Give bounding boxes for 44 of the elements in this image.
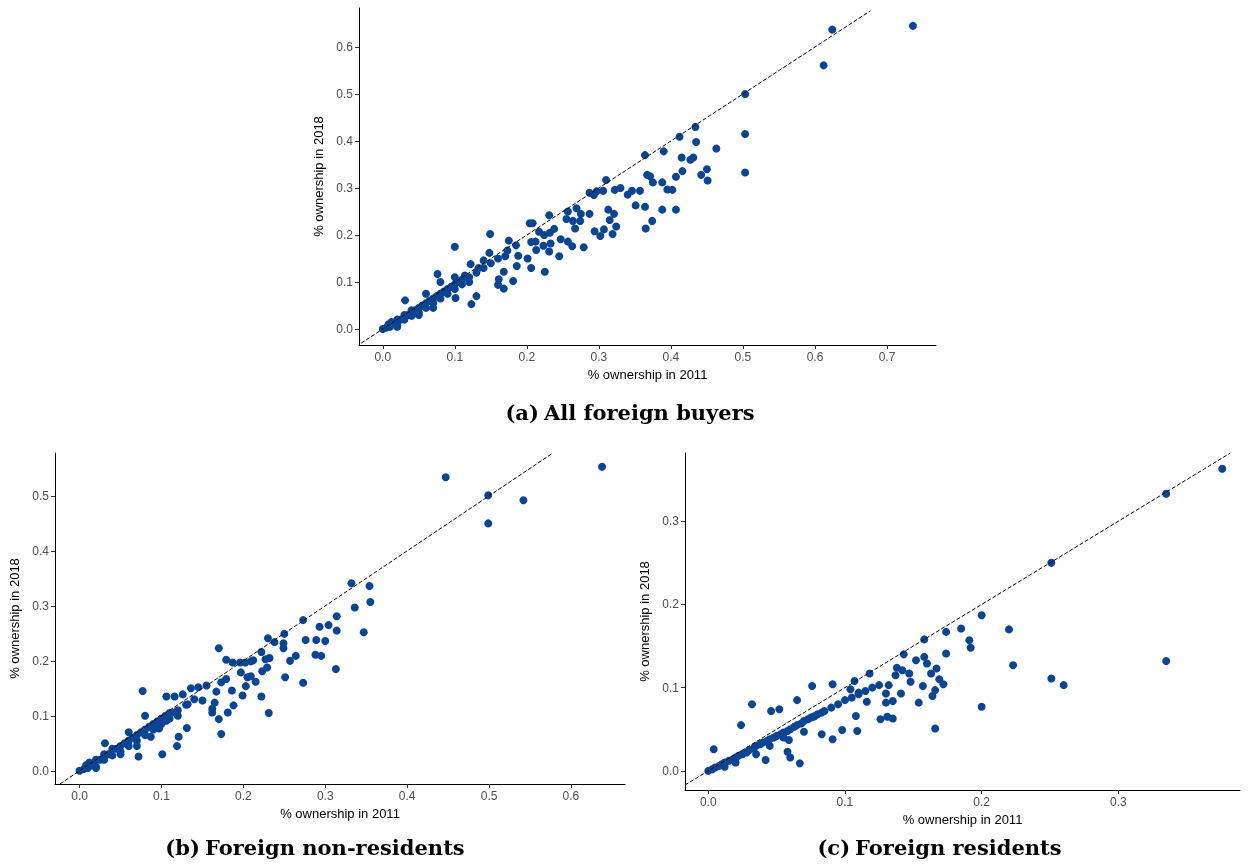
y-tick-label: 0.2	[32, 653, 50, 668]
y-tick-label: 0.1	[662, 680, 680, 695]
y-tick-label: 0.3	[32, 598, 50, 613]
x-tick-label: 0.0	[374, 350, 392, 364]
y-tick-label: 0.5	[336, 87, 354, 102]
y-tick-label: 0.0	[32, 763, 50, 778]
y-tick-label: 0.3	[662, 514, 680, 529]
x-tick-label: 0.3	[316, 789, 334, 803]
y-tick-label: 0.6	[336, 40, 354, 55]
text: (c) Foreign residents	[817, 835, 1062, 860]
text: (b) Foreign non-residents	[165, 835, 465, 860]
x-tick-label: 0.5	[734, 350, 752, 364]
x-axis-title: % ownership in 2011	[902, 811, 1023, 827]
y-tick-label: 0.1	[336, 275, 354, 290]
y-tick-label: 0.2	[662, 597, 680, 612]
x-tick-label: 0.2	[973, 795, 991, 809]
x-tick-label: 0.1	[836, 795, 854, 809]
x-tick-label: 0.2	[235, 789, 253, 803]
y-axis-title: % ownership in 2018	[311, 116, 326, 237]
y-tick-label: 0.3	[336, 181, 354, 196]
y-tick-label: 0.1	[32, 708, 50, 723]
x-tick-label: 0.3	[590, 350, 608, 364]
x-tick-label: 0.0	[71, 789, 89, 803]
y-tick-label: 0.2	[336, 228, 354, 243]
x-tick-label: 0.6	[806, 350, 824, 364]
x-tick-label: 0.3	[1109, 795, 1127, 809]
x-axis-title: % ownership in 2011	[587, 366, 708, 382]
x-tick-label: 0.0	[699, 795, 717, 809]
y-tick-label: 0.4	[336, 134, 354, 149]
x-axis-title: % ownership in 2011	[280, 805, 400, 821]
y-tick-label: 0.4	[32, 543, 50, 558]
text: (a) All foreign buyers	[505, 400, 755, 425]
x-tick-label: 0.1	[153, 789, 171, 803]
y-axis-title: % ownership in 2018	[637, 561, 652, 682]
x-tick-label: 0.6	[562, 789, 580, 803]
x-tick-label: 0.5	[480, 789, 498, 803]
y-tick-label: 0.0	[662, 763, 680, 778]
y-tick-label: 0.5	[32, 488, 50, 503]
y-axis-title: % ownership in 2018	[7, 558, 22, 679]
x-tick-label: 0.1	[446, 350, 464, 364]
x-tick-label: 0.2	[518, 350, 536, 364]
x-tick-label: 0.7	[878, 350, 896, 364]
y-tick-label: 0.0	[336, 322, 354, 337]
x-tick-label: 0.4	[398, 789, 416, 803]
